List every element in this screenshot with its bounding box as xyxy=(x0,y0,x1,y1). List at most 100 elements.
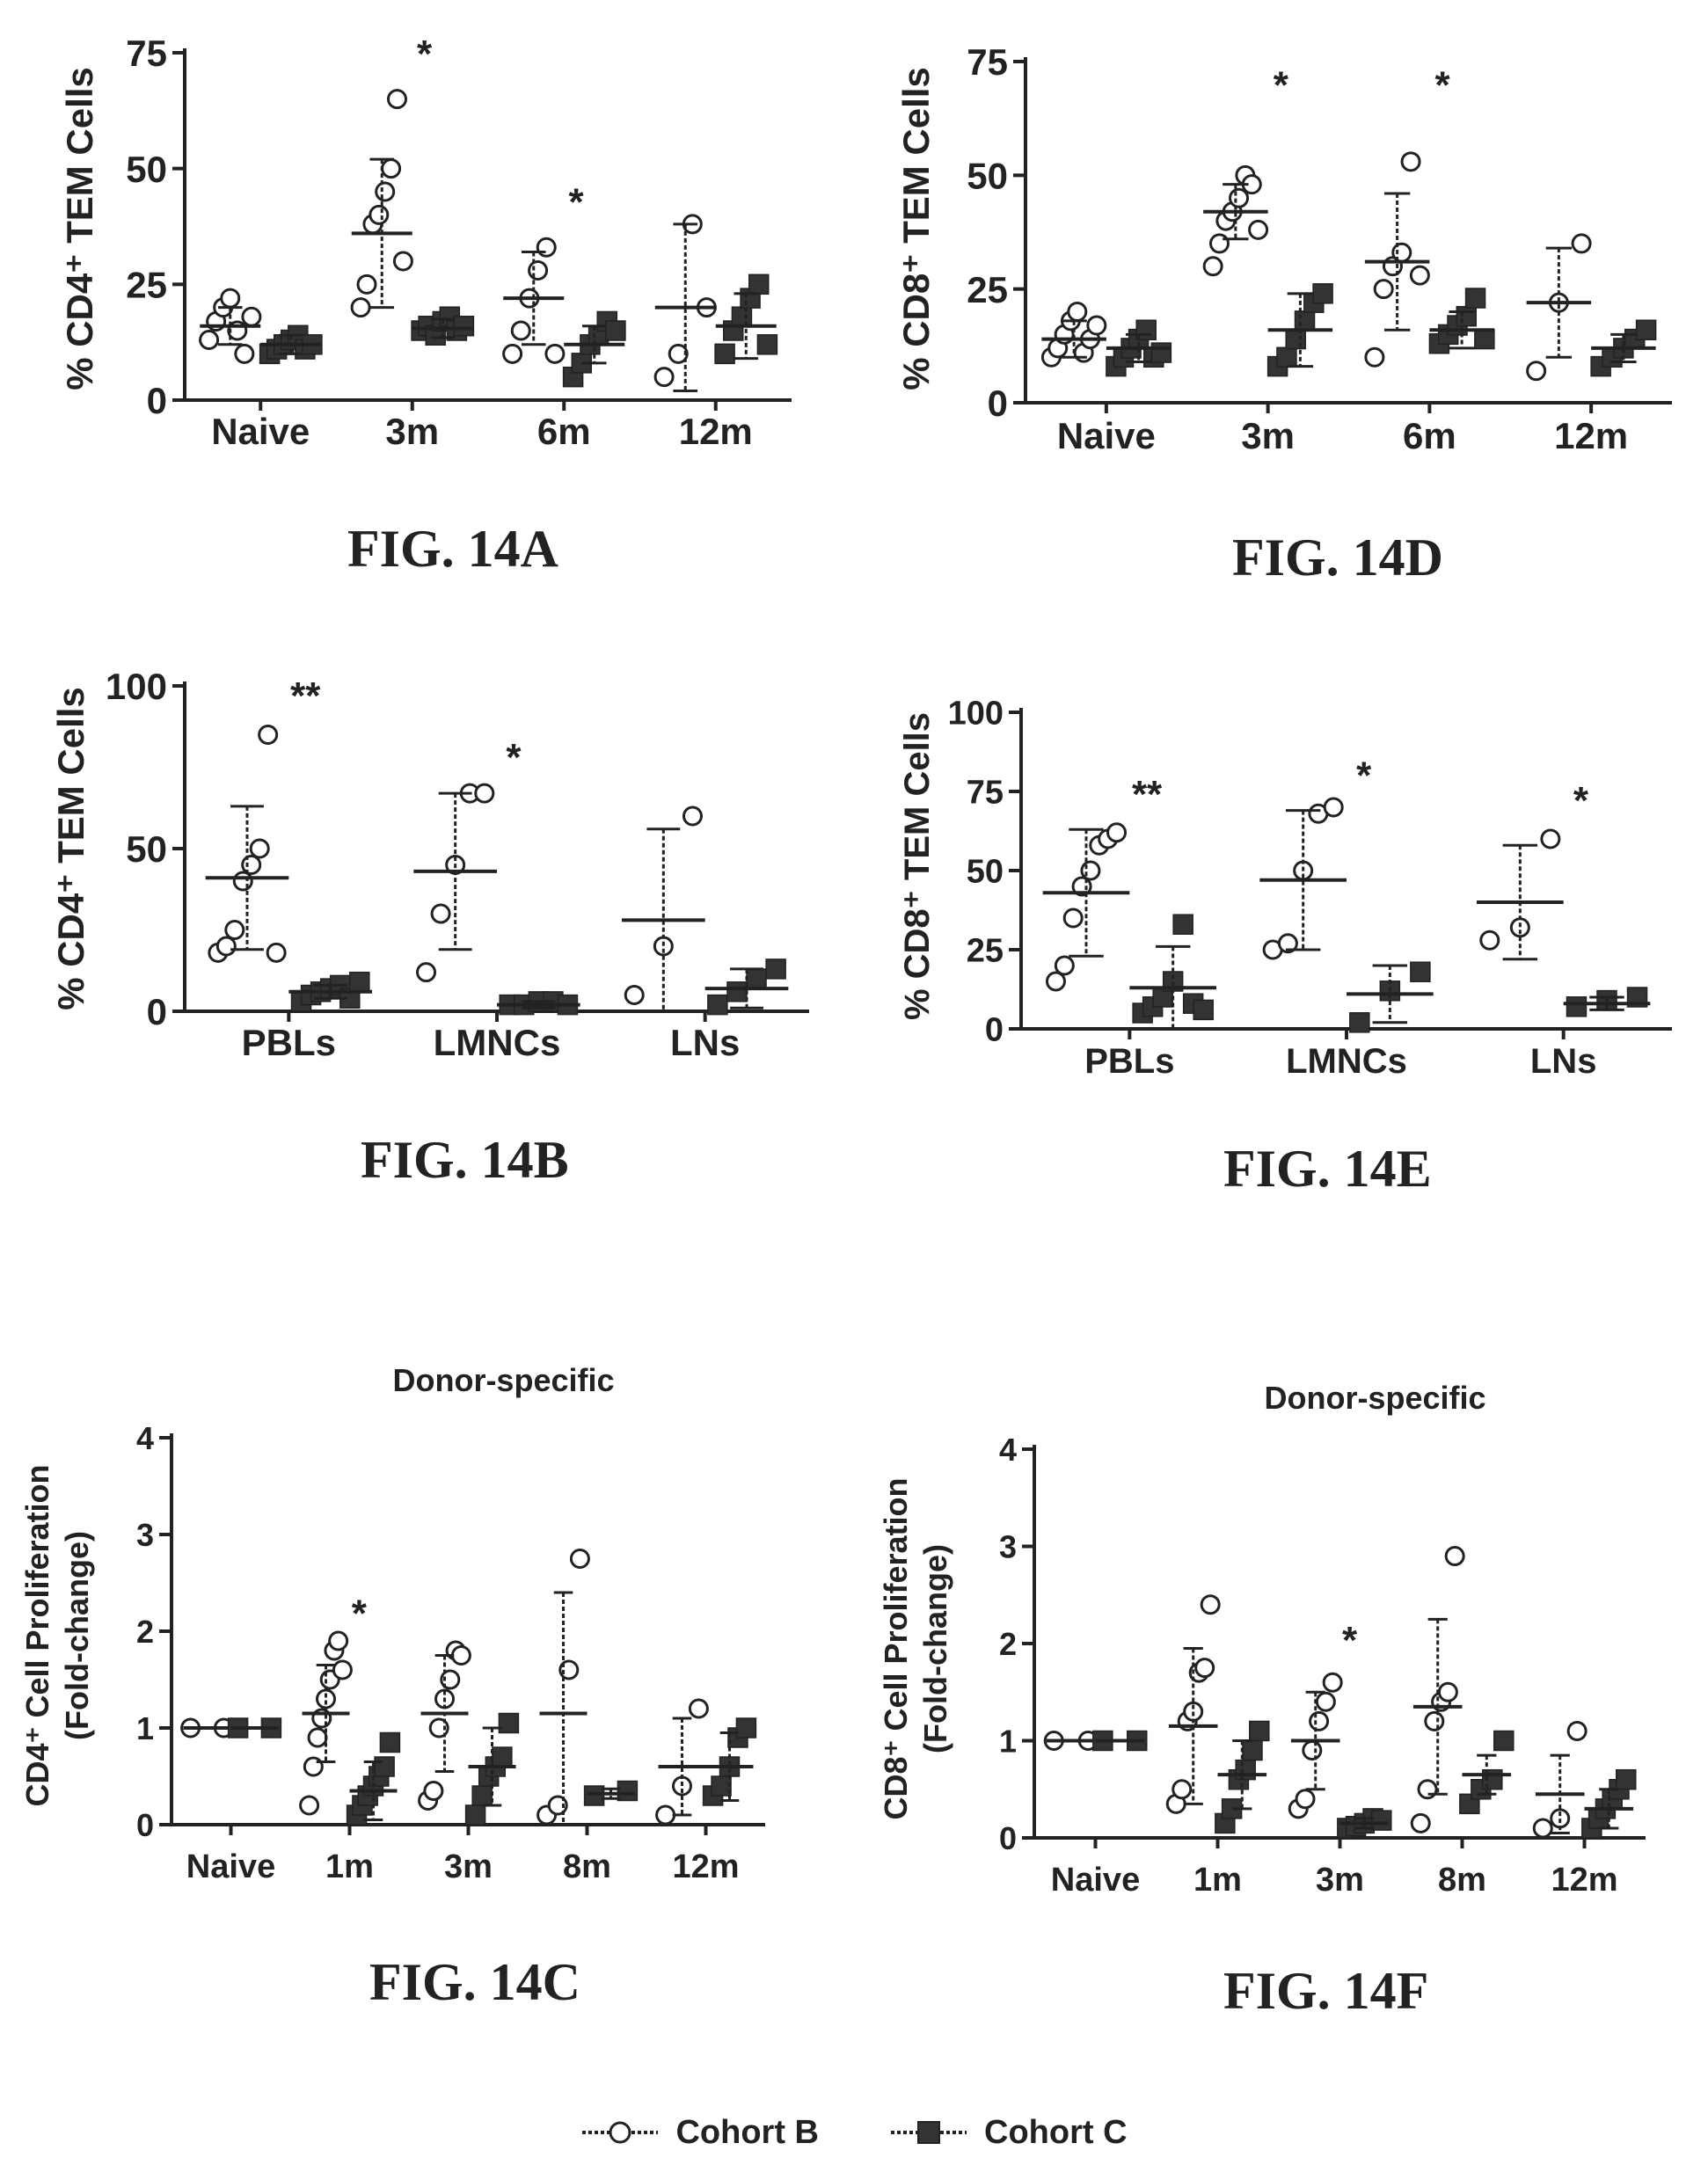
point-cohort-b-pbls xyxy=(249,838,270,859)
point-cohort-b-12m xyxy=(1532,1818,1553,1839)
point-cohort-c-6m xyxy=(1464,288,1486,309)
point-cohort-c-3m xyxy=(453,315,475,337)
point-cohort-b-1m xyxy=(1172,1779,1193,1800)
point-cohort-b-lns xyxy=(682,805,703,827)
y-tick-label: 50 xyxy=(967,854,1004,891)
point-cohort-c-1m xyxy=(379,1731,401,1753)
point-cohort-b-3m xyxy=(387,89,407,110)
point-cohort-b-6m xyxy=(528,260,549,281)
y-axis-label: % CD8⁺ TEM Cells xyxy=(895,67,937,390)
point-cohort-c-naive xyxy=(1150,342,1172,363)
point-cohort-b-8m xyxy=(1410,1812,1431,1833)
y-tick-label: 0 xyxy=(147,380,167,421)
point-cohort-b-3m xyxy=(1322,1672,1343,1693)
y-tick-label: 1 xyxy=(999,1723,1017,1759)
chart-14e: 0 25 50 75 100 PBLs LMNCs LNs% CD8⁺ TEM Cells **… xyxy=(854,642,1708,1222)
point-cohort-b-3m xyxy=(381,158,402,179)
x-tick-label-pbls: PBLs xyxy=(1084,1042,1174,1081)
chart-14d: 0 25 50 75 Naive 3m 6m 12m % CD8⁺ TEM Cells * * FI… xyxy=(854,0,1708,616)
y-axis-label: % CD4⁺ TEM Cells xyxy=(50,687,91,1010)
point-cohort-b-pbls xyxy=(241,855,262,875)
significance-marker: * xyxy=(1435,63,1451,106)
significance-marker: * xyxy=(1573,779,1589,822)
point-cohort-b-pbls xyxy=(1106,822,1128,843)
y-tick-label: 1 xyxy=(136,1710,154,1746)
point-cohort-b-lns xyxy=(1540,828,1561,849)
point-cohort-b-pbls xyxy=(1045,971,1066,992)
point-cohort-b-3m xyxy=(1209,233,1230,254)
y-tick-label: 0 xyxy=(999,1820,1017,1856)
point-cohort-b-lmncs xyxy=(416,962,437,983)
point-cohort-b-8m xyxy=(1444,1546,1465,1567)
point-cohort-c-lns xyxy=(765,959,786,980)
point-cohort-c-3m xyxy=(492,1746,513,1768)
x-tick-label-lns: LNs xyxy=(670,1022,740,1063)
point-cohort-b-3m xyxy=(1295,1789,1316,1810)
point-cohort-c-lmncs xyxy=(1349,1012,1370,1033)
point-cohort-c-3m xyxy=(1285,328,1306,350)
x-tick-label-8m: 8m xyxy=(1438,1862,1486,1899)
chart-title: Donor-specific xyxy=(392,1362,614,1398)
point-cohort-b-3m xyxy=(423,1781,444,1801)
point-cohort-b-lmncs xyxy=(430,903,451,924)
point-cohort-c-lns xyxy=(746,968,767,989)
significance-marker: * xyxy=(352,1593,368,1636)
point-cohort-c-6m xyxy=(1474,328,1495,350)
point-cohort-b-pbls xyxy=(1054,955,1075,976)
x-tick-label-8m: 8m xyxy=(563,1848,611,1885)
x-tick-label-1m: 1m xyxy=(1193,1862,1242,1899)
x-tick-label-3m: 3m xyxy=(1316,1862,1364,1899)
x-tick-label-3m: 3m xyxy=(1241,415,1295,456)
x-tick-label-12m: 12m xyxy=(679,411,753,452)
point-cohort-c-1m xyxy=(1235,1759,1256,1781)
point-cohort-b-3m xyxy=(1302,1740,1323,1761)
point-cohort-b-naive xyxy=(1086,315,1107,336)
point-cohort-c-12m xyxy=(756,334,778,355)
point-cohort-b-pbls xyxy=(224,920,245,940)
y-axis-label: CD4⁺ Cell Proliferation xyxy=(19,1464,55,1806)
point-cohort-c-3m xyxy=(1312,283,1333,304)
point-cohort-b-naive xyxy=(220,288,241,309)
point-cohort-b-6m xyxy=(1400,151,1421,172)
point-cohort-c-1m xyxy=(1242,1739,1263,1761)
legend-item-cohort-c: Cohort C xyxy=(889,2114,1128,2152)
chart-14a-plot: 0 25 50 75 Naive 3m 6m 12m % CD4⁺ TEM Cells * * xyxy=(59,33,792,452)
point-cohort-b-1m xyxy=(332,1659,353,1680)
point-cohort-c-pbls xyxy=(1172,914,1193,935)
point-cohort-c-3m xyxy=(1294,310,1316,332)
y-tick-label: 25 xyxy=(967,269,1008,310)
point-cohort-b-pbls xyxy=(232,871,253,892)
point-cohort-c-1m xyxy=(374,1756,395,1777)
point-cohort-b-lmncs xyxy=(474,783,495,804)
point-cohort-b-pbls xyxy=(258,725,279,745)
point-cohort-c-3m xyxy=(1371,1810,1392,1831)
y-tick-label: 4 xyxy=(999,1432,1017,1468)
caption-14b: FIG. 14B xyxy=(361,1131,569,1189)
y-tick-label: 50 xyxy=(967,155,1008,196)
point-cohort-b-6m xyxy=(1364,346,1385,368)
point-cohort-c-lns xyxy=(707,994,728,1016)
point-cohort-c-12m xyxy=(748,273,770,295)
y-axis-label-units: (Fold-change) xyxy=(59,1531,95,1740)
x-tick-label-1m: 1m xyxy=(325,1848,374,1885)
y-tick-label: 0 xyxy=(988,383,1008,424)
significance-marker: * xyxy=(1356,754,1372,797)
y-tick-label: 0 xyxy=(985,1012,1004,1049)
point-cohort-b-3m xyxy=(450,1645,471,1666)
point-cohort-b-lmncs xyxy=(1323,797,1344,818)
point-cohort-b-1m xyxy=(316,1688,336,1709)
point-cohort-b-8m xyxy=(569,1549,590,1569)
significance-marker: * xyxy=(506,736,522,779)
point-cohort-b-8m xyxy=(1424,1710,1445,1731)
point-cohort-b-3m xyxy=(1202,256,1223,277)
y-tick-label: 2 xyxy=(999,1626,1017,1662)
y-axis-label: CD8⁺ Cell Proliferation xyxy=(878,1477,914,1819)
point-cohort-c-3m xyxy=(1276,346,1297,368)
x-tick-label-naive: Naive xyxy=(1057,415,1156,456)
y-tick-label: 25 xyxy=(967,933,1004,970)
point-cohort-b-1m xyxy=(299,1795,320,1816)
y-tick-label: 100 xyxy=(948,696,1004,733)
x-tick-label-6m: 6m xyxy=(537,411,591,452)
chart-14d-plot: 0 25 50 75 Naive 3m 6m 12m % CD8⁺ TEM Cells * * xyxy=(895,41,1672,456)
